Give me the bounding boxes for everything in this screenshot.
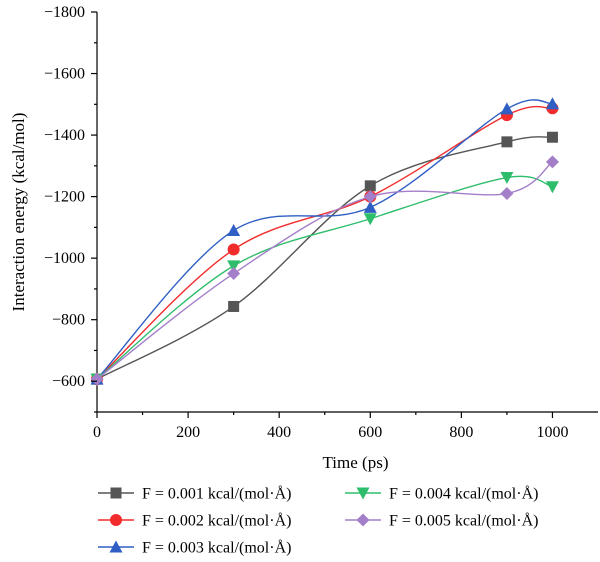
y-tick-label: −600 [52, 373, 85, 390]
x-axis: 0 200 400 600 800 1000 [93, 412, 568, 441]
legend-marker [109, 540, 123, 553]
series-2 [91, 102, 559, 386]
data-point [364, 180, 376, 192]
legend-label: F = 0.003 kcal/(mol·Å) [142, 539, 291, 557]
legend-marker [356, 487, 370, 500]
x-tick-label: 600 [358, 424, 382, 441]
data-point [501, 136, 513, 148]
x-axis-title: Time (ps) [323, 453, 389, 472]
x-tick-label: 200 [176, 424, 200, 441]
data-point [363, 213, 377, 226]
y-tick-label: −800 [52, 312, 85, 329]
data-point [546, 131, 558, 143]
legend-label: F = 0.002 kcal/(mol·Å) [142, 512, 291, 530]
y-tick-label: −1400 [44, 127, 85, 144]
legend-label: F = 0.004 kcal/(mol·Å) [389, 485, 538, 503]
legend-item: F = 0.002 kcal/(mol·Å) [98, 512, 291, 530]
x-tick-label: 800 [449, 424, 473, 441]
data-point [545, 97, 559, 110]
data-point [227, 223, 241, 236]
series-layer [90, 97, 559, 386]
data-point [227, 260, 241, 273]
data-point [227, 243, 240, 256]
series-3 [90, 97, 559, 385]
data-point [500, 187, 514, 201]
y-tick-label: −1000 [44, 250, 85, 267]
legend-item: F = 0.001 kcal/(mol·Å) [98, 485, 291, 503]
legend-label: F = 0.001 kcal/(mol·Å) [142, 485, 291, 503]
plot-area [96, 12, 598, 413]
data-point [545, 181, 559, 194]
data-point [363, 190, 377, 204]
data-point [500, 102, 514, 115]
legend-item: F = 0.005 kcal/(mol·Å) [345, 512, 538, 530]
data-point [545, 155, 559, 169]
series-1 [91, 131, 558, 385]
x-tick-label: 400 [267, 424, 291, 441]
y-axis: −600 −800 −1000 −1200 −1400 −1600 −1800 [44, 4, 97, 413]
data-point [227, 267, 241, 281]
x-tick-label: 0 [93, 424, 101, 441]
legend: F = 0.001 kcal/(mol·Å) F = 0.002 kcal/(mo… [98, 485, 538, 557]
x-tick-label: 1000 [536, 424, 568, 441]
series-5 [90, 155, 559, 386]
legend-item: F = 0.003 kcal/(mol·Å) [98, 539, 291, 557]
series-line [96, 99, 553, 380]
series-line [96, 175, 553, 380]
legend-item: F = 0.004 kcal/(mol·Å) [345, 485, 538, 503]
legend-label: F = 0.005 kcal/(mol·Å) [389, 512, 538, 530]
series-4 [90, 172, 559, 386]
data-point [363, 200, 377, 213]
y-tick-label: −1600 [44, 66, 85, 83]
data-point [228, 300, 240, 312]
y-axis-title: Interaction energy (kcal/mol) [9, 113, 28, 312]
y-tick-label: −1200 [44, 189, 85, 206]
legend-marker [110, 487, 122, 499]
data-point [500, 172, 514, 185]
series-line [96, 136, 553, 380]
data-point [90, 372, 104, 386]
y-tick-label: −1800 [44, 4, 85, 21]
legend-marker [356, 513, 370, 527]
legend-marker [110, 514, 122, 526]
